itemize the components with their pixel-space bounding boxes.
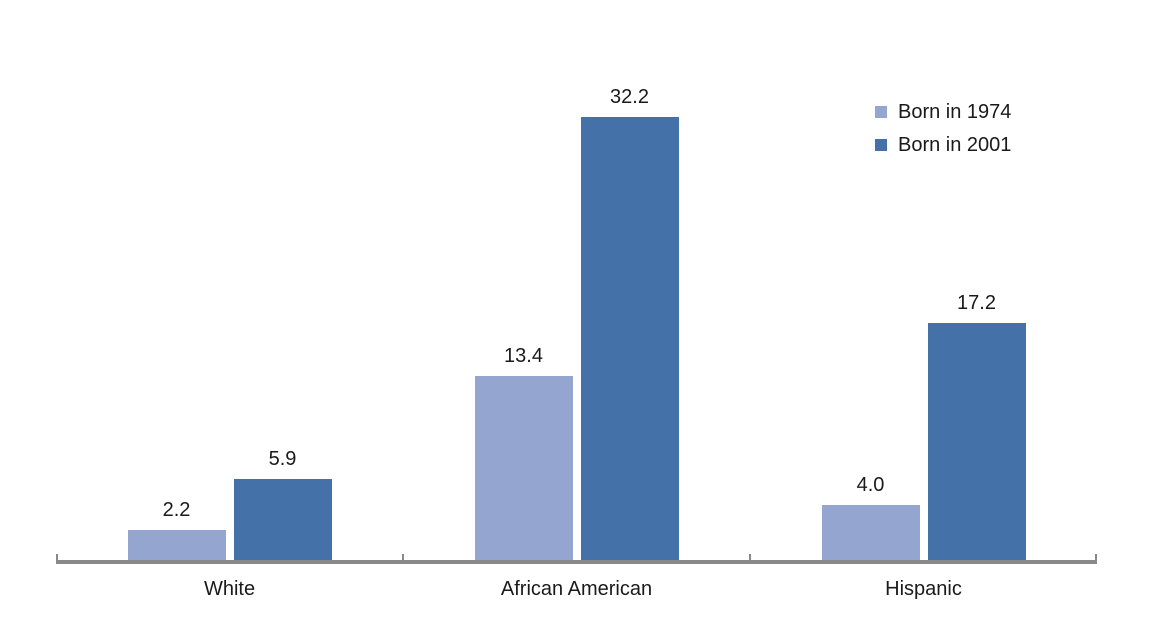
x-axis-line bbox=[56, 560, 1097, 564]
legend-item: Born in 1974 bbox=[875, 95, 1011, 128]
category-label: White bbox=[203, 578, 256, 600]
legend-label: Born in 1974 bbox=[898, 100, 1012, 123]
x-axis-tick bbox=[56, 554, 58, 560]
x-axis-tick bbox=[748, 554, 751, 560]
legend-label: Born in 2001 bbox=[898, 133, 1012, 156]
value-label: 4.0 bbox=[856, 474, 885, 496]
legend-swatch-icon bbox=[875, 105, 887, 118]
category-label: African American bbox=[500, 578, 653, 600]
legend-item: Born in 2001 bbox=[875, 128, 1011, 161]
bar-born-in-2001-african-american bbox=[580, 117, 679, 560]
value-label: 32.2 bbox=[610, 86, 649, 108]
legend-swatch-icon bbox=[875, 138, 887, 151]
value-label: 17.2 bbox=[957, 292, 996, 314]
legend: Born in 1974 Born in 2001 bbox=[875, 95, 1011, 161]
x-axis-tick bbox=[402, 554, 405, 560]
bar-born-in-1974-hispanic bbox=[821, 505, 920, 560]
bar-born-in-1974-white bbox=[127, 530, 226, 560]
x-axis-tick bbox=[1095, 554, 1097, 560]
value-label: 13.4 bbox=[504, 345, 543, 367]
bar-born-in-2001-hispanic bbox=[927, 323, 1026, 560]
category-label: Hispanic bbox=[885, 578, 962, 600]
bar-born-in-1974-african-american bbox=[474, 376, 573, 560]
value-label: 2.2 bbox=[162, 499, 191, 521]
value-label: 5.9 bbox=[268, 448, 297, 470]
bar-born-in-2001-white bbox=[233, 479, 332, 560]
